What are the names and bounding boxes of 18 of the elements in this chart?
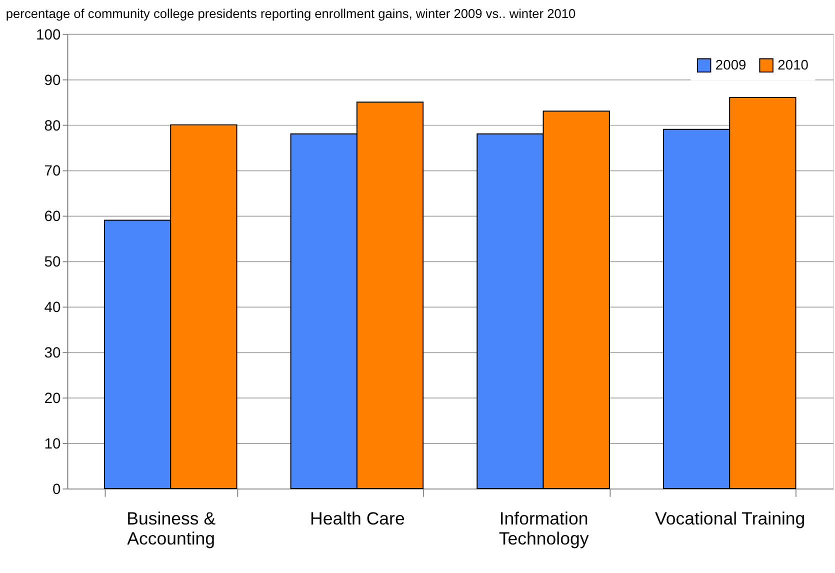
y-tick-label: 80 xyxy=(44,118,61,134)
legend-label: 2010 xyxy=(778,56,809,72)
y-tick-label: 30 xyxy=(44,346,61,362)
y-tick-label: 20 xyxy=(44,390,61,407)
y-tick-label: 90 xyxy=(44,72,61,89)
y-tick-label: 70 xyxy=(44,164,61,180)
y-tick-label: 100 xyxy=(36,27,61,44)
y-tick-label: 50 xyxy=(44,254,61,271)
y-tick-label: 60 xyxy=(44,209,61,226)
x-tick-label: Health Care xyxy=(310,508,405,529)
y-tick-label: 0 xyxy=(52,482,61,498)
x-tick-label: Business & Accounting xyxy=(126,508,216,548)
x-tick-label: Vocational Training xyxy=(655,508,806,529)
x-tick-label: Information Technology xyxy=(498,508,589,548)
legend-label: 2009 xyxy=(715,56,747,72)
y-tick-label: 10 xyxy=(44,436,61,452)
y-tick-label: 40 xyxy=(44,300,61,316)
chart-title: percentage of community college presidents reporting enrollment gains, winter 2009 vs.. winter 2010 xyxy=(6,6,576,22)
